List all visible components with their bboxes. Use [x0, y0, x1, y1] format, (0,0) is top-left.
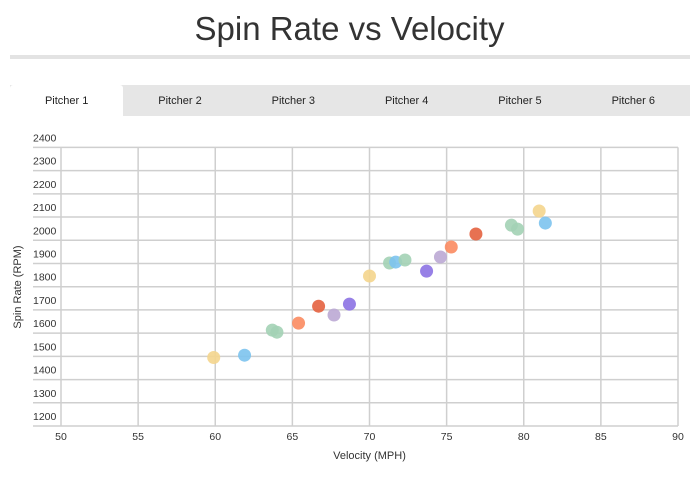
data-point: [511, 222, 525, 236]
data-point: [538, 216, 552, 230]
y-tick-label: 2300: [33, 156, 57, 168]
x-tick-label: 90: [672, 431, 684, 443]
y-tick-label: 2000: [33, 225, 57, 237]
x-tick-label: 70: [364, 431, 376, 443]
pitcher-tabs: Pitcher 1 Pitcher 2 Pitcher 3 Pitcher 4 Pitc…: [10, 85, 690, 116]
x-tick-label: 80: [518, 431, 530, 443]
y-tick-label: 1500: [33, 341, 57, 353]
y-axis-label: Spin Rate (RPM): [12, 245, 24, 328]
data-point: [327, 308, 341, 322]
y-tick-label: 2100: [33, 202, 57, 214]
data-point: [292, 316, 306, 330]
x-tick-label: 60: [209, 431, 221, 443]
data-point: [207, 351, 221, 365]
data-point: [433, 250, 447, 264]
y-tick-label: 1200: [33, 411, 57, 423]
data-point: [238, 348, 252, 362]
tab-pitcher-3[interactable]: Pitcher 3: [271, 94, 316, 107]
data-point: [398, 253, 412, 267]
x-tick-label: 75: [441, 431, 453, 443]
y-tick-label: 2400: [33, 132, 57, 144]
x-axis-label: Velocity (MPH): [333, 450, 406, 462]
data-point: [469, 227, 483, 241]
x-tick-label: 50: [55, 431, 67, 443]
tab-pitcher-6[interactable]: Pitcher 6: [611, 94, 656, 107]
y-tick-label: 1300: [33, 388, 57, 400]
tab-pitcher-2[interactable]: Pitcher 2: [158, 94, 202, 107]
y-tick-label: 1900: [33, 248, 57, 260]
x-tick-label: 85: [595, 431, 607, 443]
y-tick-label: 1700: [33, 295, 57, 307]
data-point: [270, 325, 284, 339]
data-point: [312, 299, 326, 313]
tab-pitcher-5[interactable]: Pitcher 5: [498, 94, 542, 107]
y-tick-label: 1400: [33, 365, 57, 377]
data-point: [444, 240, 458, 254]
x-tick-label: 55: [132, 431, 144, 443]
tab-pitcher-4[interactable]: Pitcher 4: [384, 94, 429, 107]
y-tick-label: 1600: [33, 318, 57, 330]
data-point: [420, 264, 434, 278]
chart-title: Spin Rate vs Velocity: [194, 10, 505, 47]
y-tick-label: 2200: [33, 179, 57, 191]
x-tick-label: 65: [287, 431, 299, 443]
tab-pitcher-1[interactable]: Pitcher 1: [10, 85, 124, 116]
data-point: [342, 297, 356, 311]
title-divider: [10, 55, 690, 59]
data-point: [363, 269, 376, 283]
y-tick-label: 1800: [33, 272, 57, 284]
data-point: [532, 204, 546, 218]
